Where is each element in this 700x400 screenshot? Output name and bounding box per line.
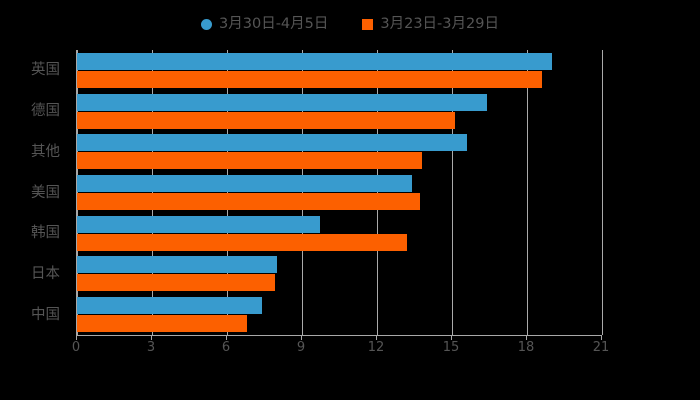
- plot-area: [76, 50, 603, 335]
- y-axis-label-英国: 英国: [31, 62, 60, 79]
- x-tick-mark-9: [301, 335, 302, 340]
- x-tick-label-6: 6: [221, 340, 231, 355]
- x-tick-mark-12: [376, 335, 377, 340]
- x-tick-label-21: 21: [592, 340, 610, 355]
- bar-中国-series-2[interactable]: [77, 315, 247, 333]
- bar-德国-series-1[interactable]: [77, 93, 487, 111]
- bar-日本-series-1[interactable]: [77, 256, 277, 274]
- y-axis-label-德国: 德国: [31, 102, 60, 119]
- y-axis-label-美国: 美国: [31, 184, 60, 201]
- bar-英国-series-2[interactable]: [77, 70, 542, 88]
- bar-其他-series-1[interactable]: [77, 134, 467, 152]
- legend-item-series-2[interactable]: 3月23日-3月29日: [362, 17, 499, 32]
- bar-中国-series-1[interactable]: [77, 297, 262, 315]
- x-tick-mark-15: [451, 335, 452, 340]
- y-axis-label-日本: 日本: [31, 265, 60, 282]
- y-axis-label-其他: 其他: [31, 143, 60, 160]
- x-tick-mark-3: [151, 335, 152, 340]
- bar-韩国-series-2[interactable]: [77, 233, 407, 251]
- x-tick-label-12: 12: [367, 340, 385, 355]
- x-tick-label-0: 0: [71, 340, 81, 355]
- chart-legend: 3月30日-4月5日 3月23日-3月29日: [0, 10, 700, 38]
- x-axis-line: [76, 335, 602, 336]
- legend-label-series-1: 3月30日-4月5日: [219, 15, 329, 32]
- gridline-21: [602, 50, 603, 335]
- legend-label-series-2: 3月23日-3月29日: [380, 15, 499, 32]
- bar-其他-series-2[interactable]: [77, 152, 422, 170]
- bar-英国-series-1[interactable]: [77, 52, 552, 70]
- x-tick-mark-21: [601, 335, 602, 340]
- y-axis-label-韩国: 韩国: [31, 224, 60, 241]
- x-tick-mark-18: [526, 335, 527, 340]
- x-tick-mark-0: [76, 335, 77, 340]
- x-tick-mark-6: [226, 335, 227, 340]
- x-tick-label-3: 3: [146, 340, 156, 355]
- square-marker-icon: [362, 18, 374, 30]
- circle-marker-icon: [201, 18, 213, 30]
- bar-美国-series-2[interactable]: [77, 193, 420, 210]
- bar-德国-series-2[interactable]: [77, 111, 455, 129]
- y-axis-label-中国: 中国: [31, 306, 60, 323]
- y-axis-labels: 英国德国其他美国韩国日本中国: [0, 50, 68, 335]
- x-tick-label-18: 18: [517, 340, 535, 355]
- bar-日本-series-2[interactable]: [77, 274, 275, 292]
- bar-韩国-series-1[interactable]: [77, 215, 320, 233]
- x-tick-label-15: 15: [442, 340, 460, 355]
- bar-美国-series-1[interactable]: [77, 175, 412, 192]
- x-tick-label-9: 9: [296, 340, 306, 355]
- gridline-18: [527, 50, 528, 335]
- legend-item-series-1[interactable]: 3月30日-4月5日: [201, 17, 328, 32]
